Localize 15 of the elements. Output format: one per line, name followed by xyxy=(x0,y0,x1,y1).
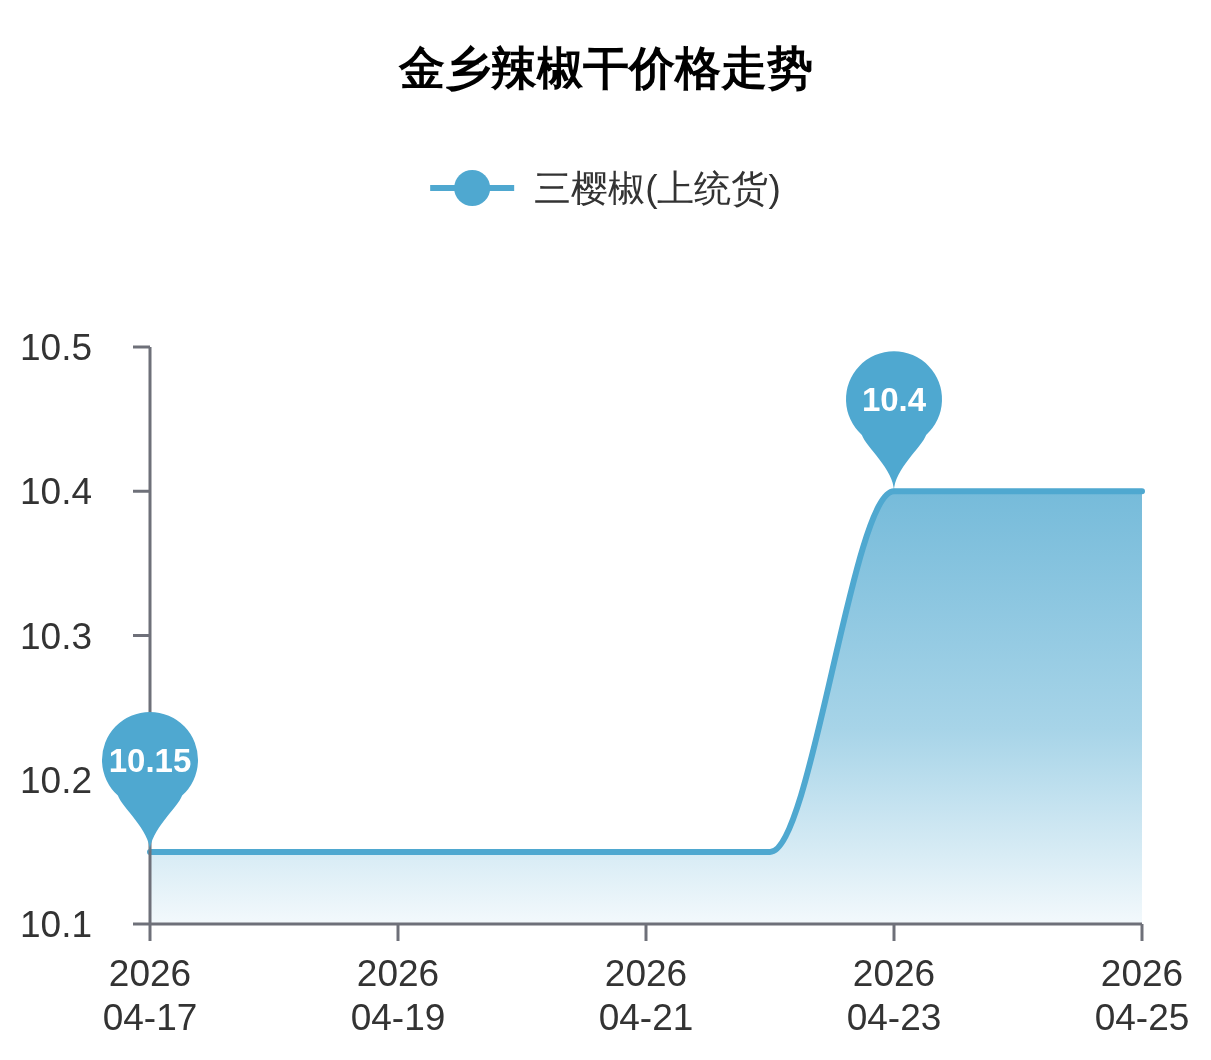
y-tick-label: 10.4 xyxy=(19,471,92,513)
y-tick-label: 10.2 xyxy=(19,759,92,801)
title: 金乡辣椒干价格走势 xyxy=(398,42,813,94)
x-tick-label: 2026 04-19 xyxy=(350,953,446,1038)
legend-label: 三樱椒(上统货) xyxy=(534,168,781,209)
y-tick-label: 10.3 xyxy=(19,615,92,657)
x-tick-label: 2026 04-25 xyxy=(1094,953,1190,1038)
y-tick-label: 10.1 xyxy=(19,904,92,945)
data-label: 10.15 xyxy=(108,741,192,779)
x-tick-label: 2026 04-23 xyxy=(846,953,942,1038)
y-tick-label: 10.5 xyxy=(19,327,92,368)
x-tick-label: 2026 04-21 xyxy=(598,953,694,1038)
data-label: 10.4 xyxy=(861,381,927,419)
legend: 三樱椒(上统货) xyxy=(430,168,781,209)
x-tick-label: 2026 04-17 xyxy=(102,953,198,1038)
